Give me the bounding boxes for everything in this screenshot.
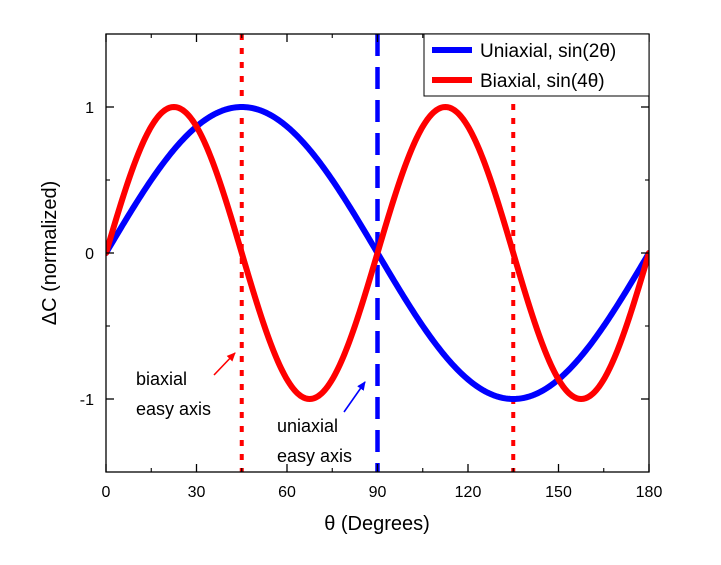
annotation-uniaxial-line-1: uniaxial (277, 416, 338, 436)
x-tick-label: 150 (545, 484, 572, 501)
y-tick-label: 1 (85, 100, 94, 117)
legend-label-uniaxial: Uniaxial, sin(2θ) (480, 41, 616, 62)
x-tick-label: 30 (188, 484, 206, 501)
annotation-biaxial-easy-axis: biaxial easy axis (136, 353, 235, 419)
annotation-uniaxial-arrow (344, 382, 365, 412)
y-axis-title: ΔC (normalized) (39, 181, 61, 326)
chart: 0 30 60 90 120 150 180 -1 0 1 θ (Degrees) ΔC (nor… (0, 0, 721, 565)
legend-label-biaxial: Biaxial, sin(4θ) (480, 71, 605, 92)
x-tick-label: 180 (636, 484, 663, 501)
legend: Uniaxial, sin(2θ) Biaxial, sin(4θ) (424, 34, 649, 96)
annotation-biaxial-arrow (214, 353, 235, 375)
y-tick-label: -1 (80, 392, 94, 409)
x-tick-label: 60 (278, 484, 296, 501)
annotation-uniaxial-line-2: easy axis (277, 446, 352, 466)
x-tick-label: 120 (455, 484, 482, 501)
annotation-biaxial-line-1: biaxial (136, 369, 187, 389)
x-tick-label: 90 (369, 484, 387, 501)
x-tick-label: 0 (102, 484, 111, 501)
x-axis-title: θ (Degrees) (324, 513, 430, 535)
y-tick-label: 0 (85, 246, 94, 263)
annotation-biaxial-line-2: easy axis (136, 399, 211, 419)
